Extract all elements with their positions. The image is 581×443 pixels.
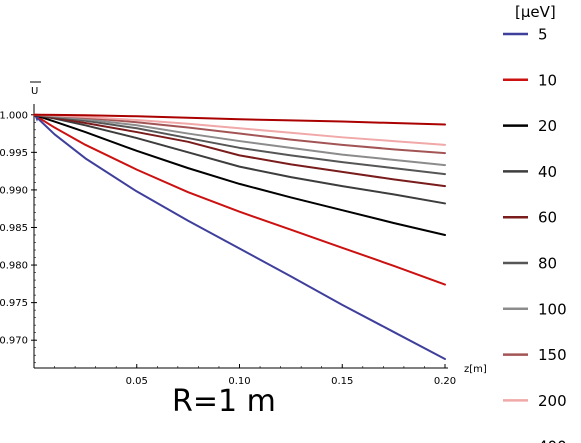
- y-tick-label: 0.970: [0, 336, 28, 347]
- series-line-400: [33, 113, 446, 126]
- legend: [μeV] 5 10 20 40 60 80 100 150 200 400: [503, 3, 567, 443]
- y-tick-label: 0.985: [0, 223, 28, 234]
- x-tick-label: 0.20: [434, 376, 456, 387]
- series-line-80: [33, 113, 446, 176]
- legend-title: [μeV]: [515, 3, 556, 21]
- legend-label-60: 60: [538, 209, 557, 227]
- y-tick-label: 0.995: [0, 148, 28, 159]
- legend-label-100: 100: [538, 300, 567, 318]
- x-tick-label: 0.10: [228, 376, 250, 387]
- legend-label-150: 150: [538, 346, 567, 364]
- series-line-60: [33, 113, 446, 188]
- series-lines: [33, 113, 446, 360]
- legend-label-20: 20: [538, 117, 557, 135]
- axes: U z[m]: [30, 81, 487, 375]
- y-ticks: 1.000 0.995 0.990 0.985 0.980 0.975 0.970: [0, 110, 37, 364]
- series-line-40: [33, 113, 446, 205]
- legend-label-10: 10: [538, 71, 557, 89]
- y-tick-label: 0.990: [0, 185, 28, 196]
- y-tick-label: 1.000: [0, 110, 28, 121]
- legend-label-40: 40: [538, 163, 557, 181]
- origin-marker: [35, 116, 39, 122]
- x-ticks: 0.05 0.10 0.15 0.20: [54, 364, 456, 387]
- series-line-5: [33, 113, 446, 360]
- legend-label-80: 80: [538, 255, 557, 273]
- chart-caption: R=1 m: [172, 384, 276, 419]
- x-tick-label: 0.15: [331, 376, 353, 387]
- y-axis-label: U: [31, 86, 38, 97]
- series-line-100: [33, 113, 446, 167]
- legend-label-400: 400: [538, 438, 567, 443]
- y-tick-label: 0.975: [0, 298, 28, 309]
- x-tick-label: 0.05: [126, 376, 148, 387]
- series-line-200: [33, 113, 446, 146]
- legend-label-200: 200: [538, 392, 567, 410]
- x-axis-label: z[m]: [464, 364, 487, 375]
- series-line-20: [33, 113, 446, 236]
- legend-label-5: 5: [538, 26, 548, 44]
- series-line-10: [33, 113, 446, 286]
- y-tick-label: 0.980: [0, 261, 28, 272]
